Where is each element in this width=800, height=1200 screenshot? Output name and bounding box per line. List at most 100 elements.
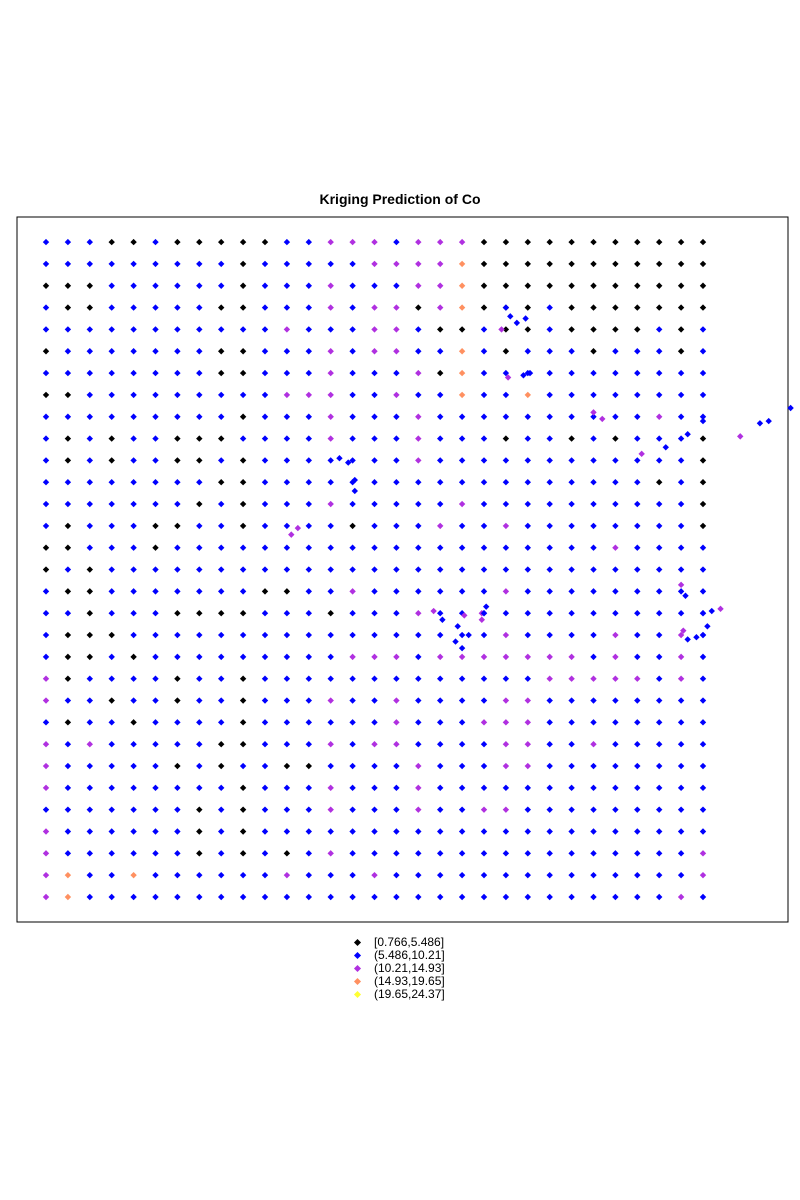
data-point: [261, 828, 269, 835]
data-point: [64, 697, 72, 704]
data-point: [239, 828, 247, 835]
data-point: [196, 479, 203, 486]
data-point: [415, 348, 422, 355]
data-point: [108, 893, 115, 901]
data-point: [699, 457, 707, 464]
data-point: [612, 806, 619, 813]
data-point: [371, 784, 378, 792]
data-point: [196, 850, 203, 857]
data-point: [437, 784, 444, 792]
data-point: [196, 806, 203, 813]
data-point: [239, 435, 247, 442]
data-point: [64, 675, 72, 682]
data-point: [677, 610, 685, 617]
data-point: [458, 479, 466, 486]
data-point: [677, 282, 685, 289]
data-point: [393, 260, 400, 268]
data-point: [196, 282, 203, 289]
data-point: [465, 631, 472, 639]
data-point: [174, 544, 181, 551]
data-point: [218, 369, 225, 377]
data-point: [656, 588, 663, 595]
data-point: [108, 610, 115, 617]
data-point: [327, 457, 334, 464]
data-point: [677, 850, 685, 857]
data-point: [152, 522, 159, 530]
data-point: [283, 457, 291, 464]
data-point: [283, 544, 291, 551]
data-point: [174, 479, 181, 486]
data-point: [108, 457, 115, 464]
data-point: [174, 522, 181, 530]
data-point: [524, 740, 531, 748]
data-point: [677, 413, 685, 420]
data-point: [130, 238, 137, 246]
data-point: [590, 675, 597, 682]
data-point: [393, 828, 400, 835]
data-point: [261, 522, 269, 530]
data-point: [174, 740, 181, 748]
data-point: [218, 806, 225, 813]
data-point: [42, 631, 50, 639]
data-point: [612, 544, 619, 551]
data-point: [393, 457, 400, 464]
data-point: [568, 260, 575, 268]
data-point: [590, 566, 597, 573]
data-point: [612, 304, 619, 311]
data-point: [64, 522, 72, 530]
plot-frame: [16, 216, 789, 923]
data-point: [86, 893, 93, 901]
data-point: [612, 740, 619, 748]
data-point: [152, 413, 159, 420]
data-point: [612, 522, 619, 530]
data-point: [349, 850, 356, 857]
data-point: [86, 784, 93, 792]
data-point: [437, 282, 444, 289]
data-point: [327, 238, 334, 246]
data-point: [64, 435, 72, 442]
data-point: [196, 391, 203, 399]
data-point: [393, 369, 400, 377]
data-point: [393, 806, 400, 813]
data-point: [239, 326, 247, 333]
legend-marker: [353, 990, 362, 999]
data-point: [612, 566, 619, 573]
data-point: [458, 850, 466, 857]
data-point: [656, 675, 663, 682]
data-point: [677, 566, 685, 573]
data-point: [478, 616, 486, 623]
data-point: [108, 348, 115, 355]
data-point: [174, 260, 181, 268]
data-point: [86, 871, 93, 879]
data-point: [415, 413, 422, 420]
data-point: [64, 653, 72, 661]
data-point: [437, 653, 444, 661]
data-point: [393, 479, 400, 486]
legend-item: [0.766,5.486]: [352, 936, 445, 949]
data-point: [677, 653, 685, 661]
data-point: [787, 404, 794, 412]
data-point: [415, 369, 422, 377]
data-point: [174, 282, 181, 289]
data-point: [174, 719, 181, 726]
data-point: [480, 740, 488, 748]
data-point: [677, 581, 685, 589]
data-point: [42, 522, 50, 530]
data-point: [283, 871, 291, 879]
data-point: [283, 697, 291, 704]
data-point: [174, 588, 181, 595]
data-point: [371, 653, 378, 661]
data-point: [152, 566, 159, 573]
data-point: [699, 610, 707, 617]
data-point: [130, 850, 137, 857]
data-point: [524, 588, 531, 595]
data-point: [371, 260, 378, 268]
data-point: [656, 850, 663, 857]
data-point: [480, 391, 488, 399]
data-point: [393, 653, 400, 661]
data-point: [699, 544, 707, 551]
data-point: [283, 238, 291, 246]
data-point: [612, 762, 619, 770]
data-point: [590, 282, 597, 289]
data-point: [196, 675, 203, 682]
